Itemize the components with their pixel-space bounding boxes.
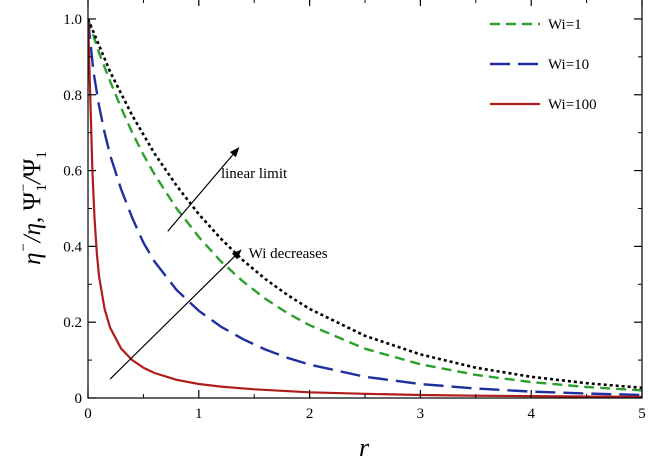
y-label-part-3: / [19,233,46,244]
series-line-1 [88,18,642,392]
y-label-part-2: − [16,242,32,252]
y-label-part-9: / [19,175,46,186]
y-tick-label: 0 [75,391,83,407]
x-tick-label: 0 [84,406,92,422]
y-label-part-7: − [16,184,32,192]
y-axis-label: η−/η, Ψ− 1/Ψ1 [16,151,50,265]
ticks-group: 0 1 2 3 4 5 0 0.2 0.4 0.6 0.8 1.0 [63,0,646,422]
series-line-4 [88,18,642,390]
y-label-part-11: 1 [34,151,50,159]
legend-label-2: Wi=10 [548,57,589,73]
y-tick-label: 0.2 [63,315,82,331]
annotations-group: linear limit Wi decreases [109,147,328,380]
y-label-part-8: 1 [34,184,50,192]
x-tick-label: 3 [417,406,425,422]
y-tick-label: 0.6 [63,164,82,180]
x-tick-label: 1 [195,406,203,422]
y-label-part-5: , [19,210,46,223]
y-label-part-4: η [19,223,46,235]
x-tick-label: 5 [638,406,646,422]
annotation-label-1: linear limit [221,166,288,182]
legend: Wi=1 Wi=10 Wi=100 [490,17,597,113]
y-label-part-1: η [19,252,46,264]
y-tick-label: 0.4 [63,239,82,255]
y-tick-label: 0.8 [63,88,82,104]
legend-label-1: Wi=1 [548,17,582,33]
series-group [88,18,642,398]
x-tick-label: 4 [527,406,535,422]
y-tick-label: 1.0 [63,12,82,28]
series-line-3 [88,18,642,398]
y-label-part-10: Ψ [19,158,46,177]
annotation-arrow-2 [109,249,242,380]
legend-label-3: Wi=100 [548,97,597,113]
x-axis-label: r [359,433,370,461]
y-label-part-6: Ψ [19,191,46,210]
x-tick-label: 2 [306,406,314,422]
annotation-label-2: Wi decreases [249,246,328,262]
series-line-2 [88,18,642,397]
annotation-arrow-1 [167,147,240,232]
